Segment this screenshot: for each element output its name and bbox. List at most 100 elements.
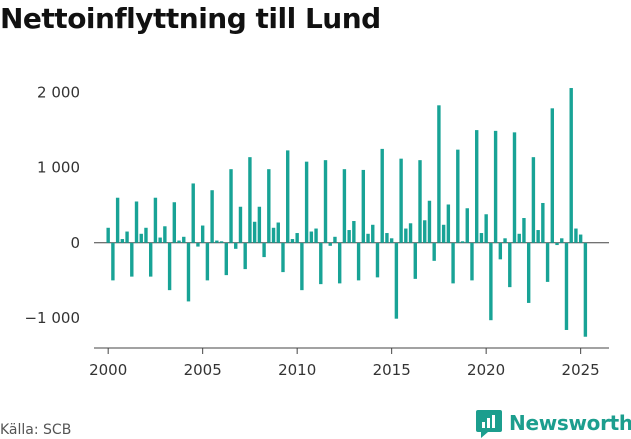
bar	[479, 233, 484, 243]
bar	[545, 242, 550, 282]
bar	[111, 242, 115, 281]
bar	[493, 130, 498, 243]
x-tick-label: 2025	[562, 361, 600, 379]
bar	[470, 242, 474, 281]
bar	[191, 183, 195, 243]
y-tick-label: 0	[70, 234, 80, 252]
brand-name: Newsworthy	[509, 411, 631, 435]
bar	[536, 230, 540, 243]
bar	[248, 157, 252, 243]
bar	[508, 242, 512, 288]
y-tick-label: 2 000	[37, 84, 80, 102]
bar	[404, 228, 408, 243]
bar	[177, 240, 181, 243]
bar	[139, 233, 143, 243]
bar	[134, 201, 139, 243]
bar	[167, 242, 172, 291]
bar	[257, 206, 262, 243]
bar	[451, 242, 455, 284]
bar	[512, 132, 517, 243]
bar	[144, 227, 148, 243]
bar	[555, 242, 559, 246]
bar	[295, 233, 299, 243]
bar	[333, 236, 337, 243]
bar	[200, 225, 205, 243]
bar	[149, 242, 153, 277]
bar	[531, 157, 536, 243]
bar	[238, 206, 243, 243]
bar	[314, 228, 318, 243]
newsworthy-logo: Newsworthy	[475, 408, 631, 438]
bar	[361, 169, 366, 243]
bar	[115, 197, 120, 243]
bar	[423, 220, 427, 243]
bar	[186, 242, 191, 302]
bar	[408, 223, 413, 243]
bar	[163, 226, 167, 243]
bar	[541, 202, 545, 243]
bar	[153, 197, 158, 243]
bar-chart: 2 000 1 000 0 −1 000 2000 2005 2010 2015 2020 202…	[24, 84, 609, 379]
bar	[356, 242, 361, 281]
bar	[229, 169, 233, 243]
bar	[441, 224, 446, 243]
bar	[446, 204, 451, 243]
x-tick-label: 2015	[373, 361, 411, 379]
bar	[158, 237, 162, 243]
chart-title: Nettoinflyttning till Lund	[0, 2, 381, 35]
bar	[106, 227, 110, 243]
bar	[366, 233, 370, 243]
bar	[304, 161, 309, 243]
bar	[219, 241, 224, 243]
bar	[328, 242, 332, 246]
bar	[347, 230, 351, 243]
bar	[432, 242, 436, 261]
bar	[456, 149, 460, 243]
bar	[371, 224, 375, 243]
source-label: Källa: SCB	[0, 422, 72, 438]
bar	[276, 222, 280, 243]
x-tick-label: 2010	[278, 361, 316, 379]
bar	[267, 169, 271, 243]
bar	[385, 233, 389, 243]
x-tick-label: 2020	[467, 361, 505, 379]
bar	[389, 238, 394, 243]
bar	[569, 88, 573, 243]
x-tick-label: 2000	[89, 361, 127, 379]
bar	[215, 240, 219, 243]
bar	[252, 221, 257, 243]
bar	[475, 130, 479, 243]
bar	[271, 227, 276, 243]
bar	[125, 231, 129, 243]
bar	[196, 242, 200, 247]
bar	[394, 242, 399, 319]
bar	[427, 200, 432, 243]
bar	[323, 160, 328, 243]
bar	[503, 238, 507, 243]
bar	[309, 231, 314, 243]
bar	[262, 242, 266, 258]
bar	[560, 238, 564, 243]
bar	[574, 228, 578, 243]
bar	[465, 208, 469, 243]
y-tick-label: −1 000	[24, 309, 80, 327]
bar	[290, 239, 295, 243]
bar	[460, 241, 465, 243]
bar	[578, 234, 583, 243]
bar	[300, 242, 304, 291]
bar	[120, 239, 125, 243]
bar	[281, 242, 285, 273]
bar	[399, 158, 403, 243]
bar	[337, 242, 342, 284]
bar	[172, 202, 177, 243]
bar	[286, 150, 290, 243]
bar	[352, 221, 356, 243]
bar	[498, 242, 503, 260]
bar	[205, 242, 210, 281]
newsworthy-logo-icon	[476, 410, 502, 438]
bar	[517, 233, 521, 243]
x-tick-label: 2005	[184, 361, 222, 379]
bar	[342, 169, 347, 243]
bar	[130, 242, 134, 277]
bar	[564, 242, 569, 330]
